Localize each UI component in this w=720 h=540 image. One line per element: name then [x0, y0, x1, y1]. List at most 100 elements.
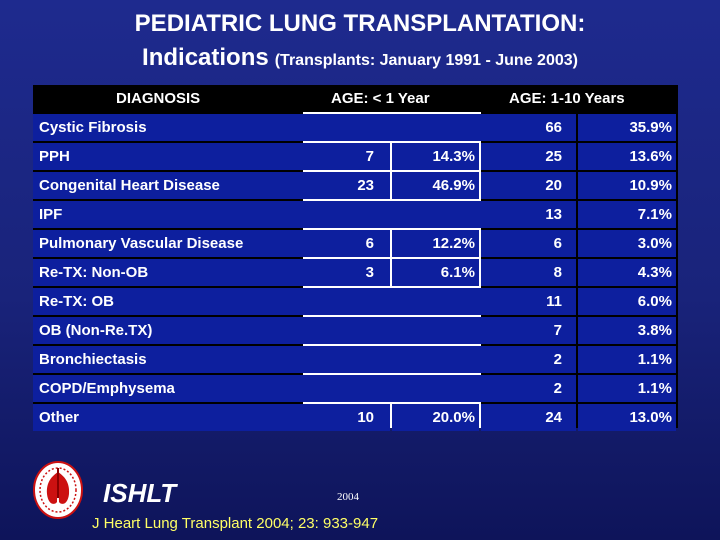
count-value: 25	[545, 148, 562, 165]
diagnosis-cell	[33, 172, 303, 199]
table-header-bar	[33, 85, 678, 112]
empty-cell	[303, 346, 481, 373]
value-cell	[392, 404, 479, 431]
value-cell	[578, 259, 676, 286]
value-cell	[578, 172, 676, 199]
value-cell	[578, 346, 676, 373]
diagnosis-cell	[33, 114, 303, 141]
value-cell	[578, 317, 676, 344]
diagnosis-cell	[33, 375, 303, 402]
value-cell	[481, 114, 576, 141]
value-cell	[481, 259, 576, 286]
citation: J Heart Lung Transplant 2004; 23: 933-94…	[92, 515, 379, 532]
empty-cell	[303, 288, 481, 315]
count-value: 6	[365, 235, 374, 252]
page-subtitle: Indications (Transplants: January 1991 - …	[0, 44, 720, 72]
value-cell	[481, 230, 576, 257]
diagnosis-cell	[33, 288, 303, 315]
count-value: 24	[545, 409, 562, 426]
value-cell	[481, 346, 576, 373]
value-cell	[481, 143, 576, 170]
diagnosis-label: OB (Non-Re.TX)	[39, 322, 153, 339]
value-cell	[303, 404, 390, 431]
diagnosis-cell	[33, 346, 303, 373]
value-cell	[481, 404, 576, 431]
value-cell	[392, 230, 479, 257]
value-cell	[303, 230, 390, 257]
percent-value: 3.0%	[637, 235, 672, 252]
count-value: 7	[553, 322, 562, 339]
diagnosis-label: Re-TX: Non-OB	[39, 264, 149, 281]
count-value: 3	[365, 264, 374, 281]
percent-value: 3.8%	[637, 322, 672, 339]
value-cell	[303, 259, 390, 286]
percent-value: 7.1%	[637, 206, 672, 223]
date-range-subtitle: (Transplants: January 1991 - June 2003)	[274, 52, 578, 69]
ishlt-logo-icon	[33, 461, 83, 519]
value-cell	[303, 143, 390, 170]
title-indications: Indications	[142, 44, 269, 71]
value-cell	[578, 201, 676, 228]
value-cell	[481, 172, 576, 199]
count-value: 6	[553, 235, 562, 252]
value-cell	[578, 230, 676, 257]
diagnosis-cell	[33, 259, 303, 286]
diagnosis-label: Bronchiectasis	[39, 351, 147, 368]
diagnosis-label: Congenital Heart Disease	[39, 177, 220, 194]
count-value: 8	[553, 264, 562, 281]
diagnosis-label: Re-TX: OB	[39, 293, 114, 310]
diagnosis-cell	[33, 201, 303, 228]
diagnosis-cell	[33, 404, 303, 431]
value-cell	[481, 317, 576, 344]
value-cell	[578, 114, 676, 141]
percent-value: 12.2%	[432, 235, 475, 252]
percent-value: 10.9%	[629, 177, 672, 194]
percent-value: 35.9%	[629, 119, 672, 136]
count-value: 66	[545, 119, 562, 136]
count-value: 23	[357, 177, 374, 194]
value-cell	[392, 143, 479, 170]
value-cell	[481, 288, 576, 315]
diagnosis-label: Other	[39, 409, 80, 426]
percent-value: 4.3%	[637, 264, 672, 281]
value-cell	[392, 172, 479, 199]
percent-value: 20.0%	[432, 409, 475, 426]
header-diagnosis: DIAGNOSIS	[116, 90, 201, 107]
value-cell	[578, 375, 676, 402]
percent-value: 6.1%	[440, 264, 475, 281]
percent-value: 1.1%	[637, 351, 672, 368]
count-value: 20	[545, 177, 562, 194]
header-age-1-10: AGE: 1-10 Years	[509, 90, 625, 107]
org-label: ISHLT	[103, 478, 177, 508]
value-cell	[578, 404, 676, 431]
value-cell	[578, 143, 676, 170]
count-value: 2	[553, 351, 562, 368]
percent-value: 6.0%	[637, 293, 672, 310]
percent-value: 1.1%	[637, 380, 672, 397]
empty-cell	[303, 114, 481, 141]
empty-cell	[303, 317, 481, 344]
diagnosis-cell	[33, 317, 303, 344]
count-value: 7	[365, 148, 374, 165]
page-title: PEDIATRIC LUNG TRANSPLANTATION:	[134, 10, 586, 37]
percent-value: 13.0%	[629, 409, 672, 426]
percent-value: 14.3%	[432, 148, 475, 165]
count-value: 13	[545, 206, 562, 223]
empty-cell	[303, 201, 481, 228]
value-cell	[481, 375, 576, 402]
diagnosis-label: COPD/Emphysema	[39, 380, 175, 397]
percent-value: 46.9%	[432, 177, 475, 194]
diagnosis-cell	[33, 230, 303, 257]
value-cell	[481, 201, 576, 228]
diagnosis-cell	[33, 143, 303, 170]
diagnosis-label: Cystic Fibrosis	[39, 119, 147, 136]
header-age-lt1: AGE: < 1 Year	[331, 90, 430, 107]
year-label: 2004	[337, 491, 359, 503]
value-cell	[303, 172, 390, 199]
count-value: 10	[357, 409, 374, 426]
empty-cell	[303, 375, 481, 402]
count-value: 11	[546, 293, 562, 310]
percent-value: 13.6%	[629, 148, 672, 165]
diagnosis-label: PPH	[39, 148, 70, 165]
diagnosis-label: Pulmonary Vascular Disease	[39, 235, 244, 252]
